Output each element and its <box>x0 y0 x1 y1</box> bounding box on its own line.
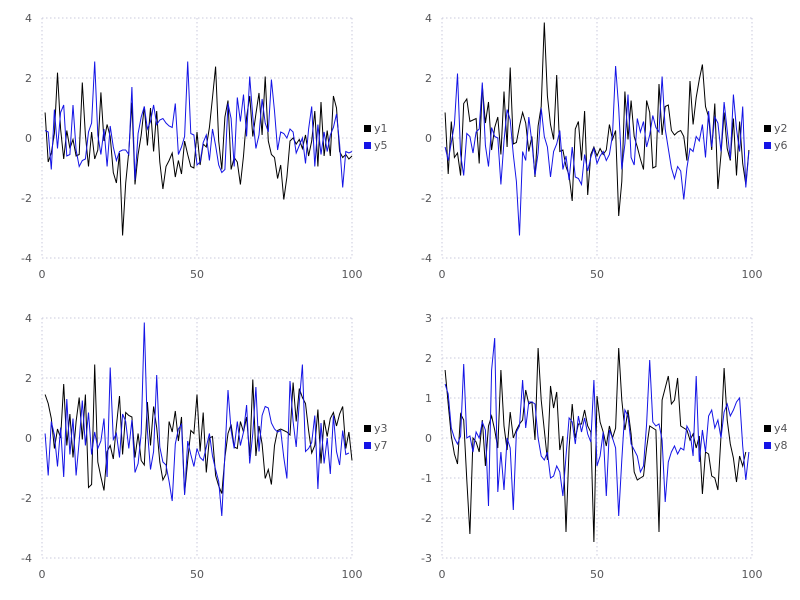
chart-panel-top-right: -4 -2 0 2 4 0 50 100 y2 y6 <box>400 0 800 300</box>
series-line-y6 <box>444 65 750 236</box>
x-axis-tick-label: 50 <box>590 568 604 581</box>
y-axis-tick-label: 0 <box>25 432 32 445</box>
x-axis-tick-label: 0 <box>39 568 46 581</box>
y-axis-tick-label: 4 <box>25 312 32 325</box>
legend-swatch-y8 <box>764 442 771 449</box>
series-line-y2 <box>444 22 750 217</box>
gridlines <box>441 317 753 559</box>
x-axis-tick-label: 100 <box>742 268 763 281</box>
y-axis-tick-label: -3 <box>421 552 432 565</box>
x-axis-tick-label: 100 <box>342 268 363 281</box>
y-axis-tick-label: -4 <box>21 552 32 565</box>
x-axis-tick-label: 100 <box>342 568 363 581</box>
gridlines <box>41 17 353 259</box>
legend-label-y2: y2 <box>774 122 788 135</box>
legend-swatch-y4 <box>764 425 771 432</box>
chart-panel-bottom-left: -4 -2 0 2 4 0 50 100 y3 y7 <box>0 300 400 600</box>
x-axis-tick-label: 100 <box>742 568 763 581</box>
gridlines <box>441 17 753 259</box>
legend-label-y5: y5 <box>374 139 388 152</box>
y-axis-tick-label: 2 <box>425 352 432 365</box>
legend-swatch-y2 <box>764 125 771 132</box>
x-axis-tick-label: 50 <box>590 268 604 281</box>
y-axis-tick-label: 4 <box>25 12 32 25</box>
x-axis-tick-label: 50 <box>190 568 204 581</box>
y-axis-tick-label: 0 <box>425 432 432 445</box>
series-line-y8 <box>444 337 750 517</box>
y-axis-tick-label: -2 <box>21 492 32 505</box>
legend-label-y4: y4 <box>774 422 788 435</box>
legend-label-y8: y8 <box>774 439 788 452</box>
series-line-y7 <box>44 322 350 517</box>
chart-panel-bottom-right: -3 -2 -1 0 1 2 3 0 50 100 y4 y8 <box>400 300 800 600</box>
series-line-y1 <box>44 66 353 236</box>
legend-label-y6: y6 <box>774 139 788 152</box>
y-axis-tick-label: 0 <box>425 132 432 145</box>
y-axis-tick-label: -4 <box>421 252 432 265</box>
x-axis-tick-label: 0 <box>439 568 446 581</box>
chart-panel-top-left: -4 -2 0 2 4 0 50 100 y1 y5 <box>0 0 400 300</box>
y-axis-tick-label: -2 <box>21 192 32 205</box>
series-line-y3 <box>44 364 353 494</box>
legend-swatch-y1 <box>364 125 371 132</box>
y-axis-tick-label: 2 <box>425 72 432 85</box>
x-axis-tick-label: 0 <box>39 268 46 281</box>
y-axis-tick-label: 1 <box>425 392 432 405</box>
y-axis-tick-label: 0 <box>25 132 32 145</box>
y-axis-tick-label: -1 <box>421 472 432 485</box>
series-line-y5 <box>44 61 353 188</box>
legend-label-y3: y3 <box>374 422 388 435</box>
x-axis-tick-label: 0 <box>439 268 446 281</box>
legend-swatch-y6 <box>764 142 771 149</box>
y-axis-tick-label: 3 <box>425 312 432 325</box>
legend-label-y1: y1 <box>374 122 388 135</box>
series-line-y4 <box>444 347 747 543</box>
y-axis-tick-label: 2 <box>25 72 32 85</box>
y-axis-tick-label: -2 <box>421 512 432 525</box>
y-axis-tick-label: -4 <box>21 252 32 265</box>
y-axis-tick-label: -2 <box>421 192 432 205</box>
legend-swatch-y5 <box>364 142 371 149</box>
legend-swatch-y7 <box>364 442 371 449</box>
legend-label-y7: y7 <box>374 439 388 452</box>
x-axis-tick-label: 50 <box>190 268 204 281</box>
gridlines <box>41 317 353 559</box>
legend-swatch-y3 <box>364 425 371 432</box>
y-axis-tick-label: 2 <box>25 372 32 385</box>
y-axis-tick-label: 4 <box>425 12 432 25</box>
